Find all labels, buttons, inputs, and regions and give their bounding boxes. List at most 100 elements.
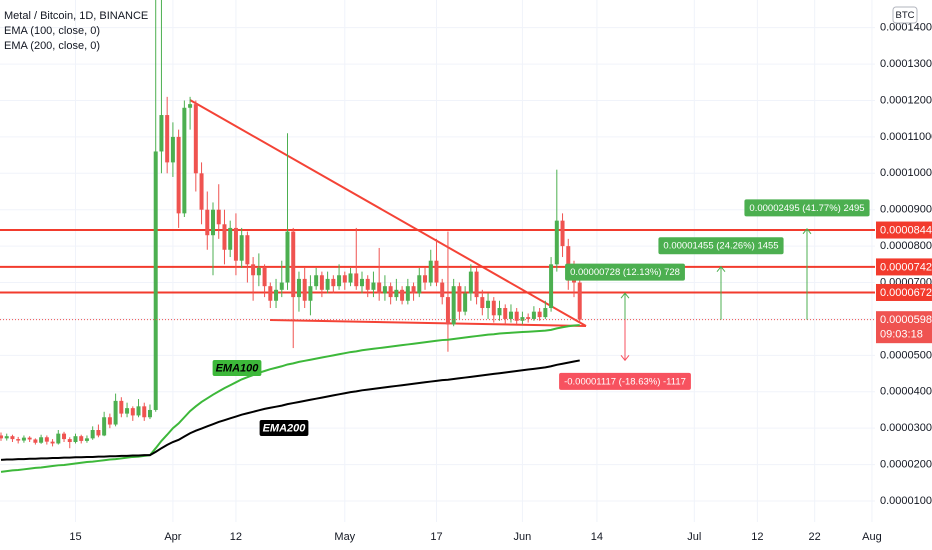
candle-body bbox=[233, 227, 238, 261]
candle-body bbox=[216, 209, 221, 225]
candle-body bbox=[50, 441, 55, 444]
overlay: EMA100 EMA200 0.00000728 (12.13%) 728 0.000… bbox=[212, 199, 870, 436]
level-price-box bbox=[876, 258, 932, 276]
candle-body bbox=[44, 437, 49, 442]
candle-body bbox=[503, 308, 508, 319]
candle-body bbox=[359, 278, 364, 287]
candle-body bbox=[136, 406, 141, 416]
candle-body bbox=[188, 104, 193, 108]
plot-area bbox=[0, 0, 875, 473]
candle-body bbox=[365, 278, 370, 290]
ema-line bbox=[0, 359, 580, 461]
measure-arrowhead bbox=[620, 292, 630, 299]
candle-body bbox=[285, 231, 290, 283]
candle-body bbox=[193, 104, 198, 174]
candle-body bbox=[371, 282, 376, 290]
candle-body bbox=[308, 286, 313, 301]
ema-tag-box bbox=[212, 360, 262, 376]
candle-body bbox=[296, 278, 301, 298]
candle-body bbox=[153, 151, 158, 410]
candle-body bbox=[428, 260, 433, 283]
candle-body bbox=[417, 275, 422, 294]
y-tick-label: 0.00014000 bbox=[880, 22, 932, 34]
currency-label: BTC bbox=[896, 10, 915, 21]
countdown-label: 09:03:18 bbox=[880, 329, 923, 341]
measure-label-box bbox=[744, 199, 870, 217]
candle-body bbox=[90, 429, 95, 439]
candle-body bbox=[331, 278, 336, 287]
candle-body bbox=[79, 436, 84, 441]
x-tick-label: 22 bbox=[809, 531, 821, 543]
x-tick-label: Aug bbox=[862, 531, 882, 543]
candle-body bbox=[491, 300, 496, 316]
candle-body bbox=[27, 437, 32, 440]
candle-body bbox=[67, 439, 72, 443]
candle-body bbox=[176, 136, 181, 214]
candle-body bbox=[377, 282, 382, 294]
candle-body bbox=[211, 209, 216, 236]
candle-body bbox=[113, 400, 118, 425]
candle-body bbox=[457, 286, 462, 312]
candle-body bbox=[314, 275, 319, 287]
candle-body bbox=[268, 286, 273, 301]
level-price-box bbox=[876, 221, 932, 239]
y-tick-label: 0.00011000 bbox=[880, 131, 932, 143]
legend-symbol: Metal / Bitcoin, 1D, BINANCE bbox=[4, 10, 148, 22]
candle-body bbox=[119, 400, 124, 414]
candle-body bbox=[348, 273, 353, 283]
candle-body bbox=[251, 264, 256, 276]
candle-body bbox=[497, 308, 502, 316]
x-tick-label: 12 bbox=[230, 531, 242, 543]
candle-body bbox=[508, 311, 513, 319]
candle-body bbox=[531, 311, 536, 319]
candle-body bbox=[566, 246, 571, 265]
candle-body bbox=[33, 439, 38, 443]
candle-body bbox=[526, 317, 531, 319]
ema-tag: EMA200 bbox=[263, 422, 307, 434]
candle-body bbox=[159, 115, 164, 152]
x-tick-label: Jul bbox=[687, 531, 701, 543]
candle-body bbox=[245, 235, 250, 265]
candle-body bbox=[102, 417, 107, 436]
candle-body bbox=[239, 235, 244, 261]
x-tick-label: 17 bbox=[430, 531, 442, 543]
candle-body bbox=[73, 436, 78, 443]
candle-body bbox=[382, 286, 387, 294]
candle-body bbox=[537, 311, 542, 318]
candle-body bbox=[56, 433, 61, 444]
candle-body bbox=[411, 286, 416, 294]
candle-body bbox=[274, 289, 279, 301]
candle-body bbox=[577, 282, 582, 320]
ema-tag: EMA100 bbox=[216, 362, 260, 374]
candle-body bbox=[468, 271, 473, 294]
candle-body bbox=[16, 439, 21, 441]
candle-body bbox=[423, 275, 428, 283]
candle-body bbox=[130, 408, 135, 416]
candle-body bbox=[337, 275, 342, 287]
candle-body bbox=[325, 278, 330, 290]
candle-body bbox=[279, 282, 284, 290]
candle-body bbox=[165, 115, 170, 163]
legend: Metal / Bitcoin, 1D, BINANCE EMA (100, c… bbox=[4, 10, 148, 52]
candle-body bbox=[182, 107, 187, 214]
candle-body bbox=[520, 317, 525, 321]
candle-body bbox=[549, 264, 554, 309]
candle-body bbox=[440, 282, 445, 298]
candle-body bbox=[486, 300, 491, 309]
candle-body bbox=[400, 289, 405, 301]
candle-body bbox=[96, 429, 101, 436]
currency-badge[interactable] bbox=[892, 6, 918, 24]
candle-body bbox=[474, 271, 479, 298]
measure-label: 0.00001455 (24.26%) 1455 bbox=[663, 241, 778, 252]
measure-arrowhead bbox=[716, 265, 726, 273]
measure-label-box bbox=[559, 372, 691, 390]
candle-body bbox=[21, 437, 26, 441]
measure-label: 0.00000728 (12.13%) 728 bbox=[570, 267, 680, 278]
